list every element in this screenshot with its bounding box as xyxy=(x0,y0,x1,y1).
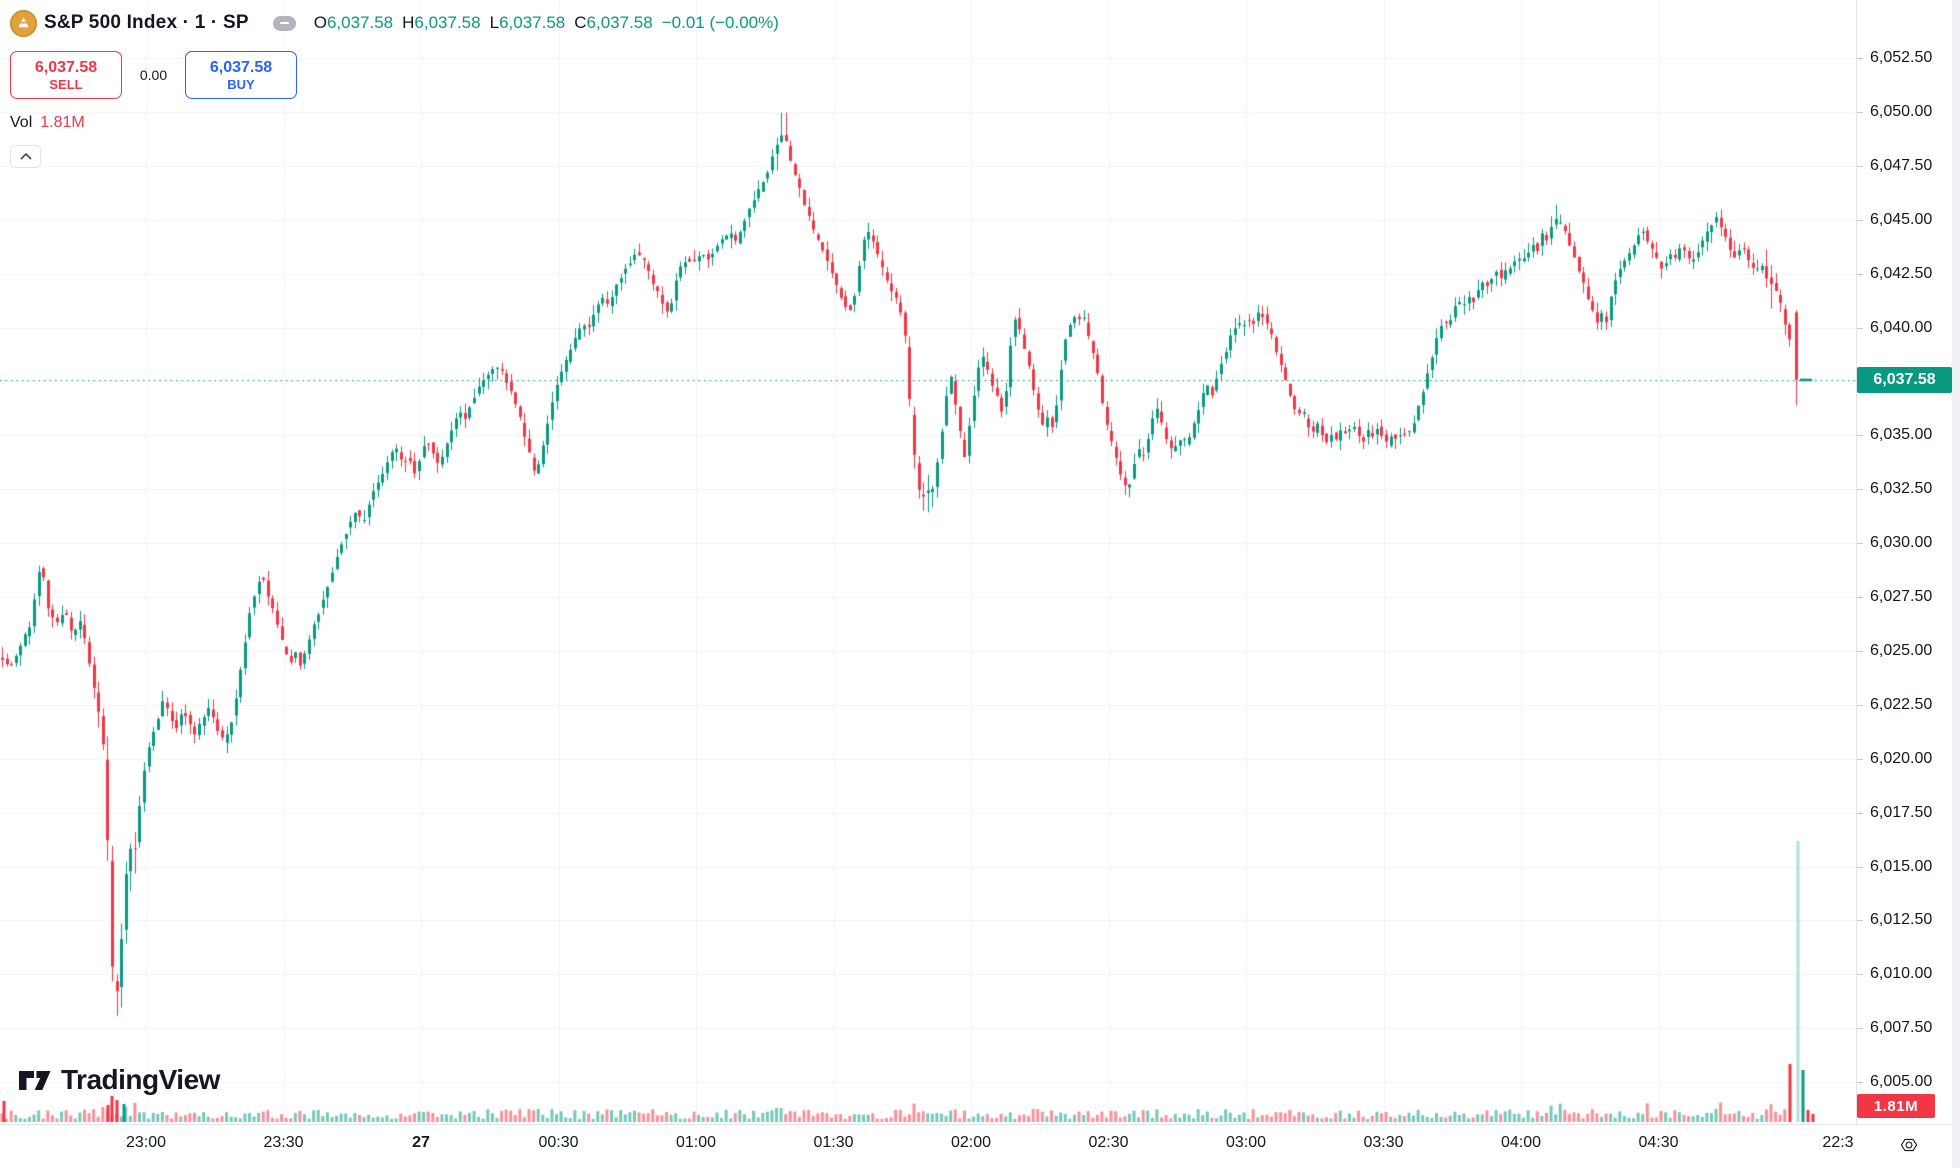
price-tick-mark xyxy=(1857,435,1863,437)
price-chart-canvas[interactable] xyxy=(0,0,1856,1124)
price-tick-mark xyxy=(1857,812,1863,814)
spread-value: 0.00 xyxy=(139,67,168,83)
price-tick-mark xyxy=(1857,111,1863,113)
price-tick-mark xyxy=(1857,489,1863,491)
price-tick-label: 6,030.00 xyxy=(1870,534,1933,552)
price-tick-label: 6,005.00 xyxy=(1870,1073,1933,1091)
collapse-legend-button[interactable] xyxy=(10,145,41,168)
price-tick-mark xyxy=(1857,219,1863,221)
volume-label: Vol xyxy=(10,114,33,131)
price-tick-label: 6,047.50 xyxy=(1870,156,1933,174)
price-tick-label: 6,015.00 xyxy=(1870,857,1933,875)
price-tick-label: 6,027.50 xyxy=(1870,588,1933,605)
price-tick-label: 6,032.50 xyxy=(1870,480,1933,498)
time-tick-label: 02:00 xyxy=(950,1134,992,1151)
price-tick-mark xyxy=(1857,1028,1863,1030)
price-tick-mark xyxy=(1857,165,1863,167)
price-tick-label: 6,050.00 xyxy=(1870,102,1933,120)
chart-legend: S&P 500 Index · 1 · SP O6,037.58 H6,037.… xyxy=(10,8,779,168)
price-tick-label: 6,017.50 xyxy=(1870,803,1933,821)
time-tick-label: 03:30 xyxy=(1363,1134,1404,1151)
price-tick-mark xyxy=(1857,1082,1863,1084)
price-tick-mark xyxy=(1857,273,1863,275)
time-tick-label: 04:00 xyxy=(1500,1134,1542,1151)
time-axis[interactable]: 23:00 23:30 27 00:30 01:00 01:30 02:00 02:30 03:… xyxy=(0,1124,1960,1168)
tradingview-logo[interactable]: TradingView xyxy=(18,1064,220,1096)
price-tick-label: 6,035.00 xyxy=(1870,426,1933,444)
price-tick-mark xyxy=(1857,650,1863,652)
price-tick-mark xyxy=(1857,58,1863,59)
price-tick-label: 6,052.50 xyxy=(1870,49,1933,66)
price-tick-label: 6,020.00 xyxy=(1870,749,1933,767)
volume-row: Vol 1.81M xyxy=(10,114,779,132)
price-tick-label: 6,007.50 xyxy=(1870,1019,1933,1037)
price-tick-mark xyxy=(1857,758,1863,760)
screener-eye-button[interactable] xyxy=(1894,1130,1924,1160)
time-tick-label: 22:3 xyxy=(1822,1134,1854,1151)
price-tick-mark xyxy=(1857,704,1863,706)
symbol-title[interactable]: S&P 500 Index · 1 · SP xyxy=(44,12,249,33)
tradingview-mark-icon xyxy=(19,1071,51,1090)
time-tick-label: 02:30 xyxy=(1088,1134,1129,1151)
volume-value: 1.81M xyxy=(40,114,85,131)
collapse-indicator-pill[interactable] xyxy=(272,15,296,31)
price-tick-mark xyxy=(1857,597,1863,598)
price-tick-label: 6,022.50 xyxy=(1870,695,1933,713)
price-tick-mark xyxy=(1857,974,1863,976)
tradingview-logo-text: TradingView xyxy=(61,1064,220,1095)
price-tick-mark xyxy=(1857,327,1863,329)
eye-icon xyxy=(1900,1138,1918,1152)
ohlc-values: O6,037.58 H6,037.58 L6,037.58 C6,037.58 … xyxy=(313,13,779,32)
price-tick-label: 6,040.00 xyxy=(1870,318,1933,336)
time-tick-label: 27 xyxy=(412,1134,430,1151)
volume-axis-label: 1.81M xyxy=(1857,1094,1935,1118)
chevron-up-icon xyxy=(19,153,32,160)
time-tick-label: 00:30 xyxy=(538,1134,579,1151)
price-tick-label: 6,012.50 xyxy=(1870,911,1933,929)
change-value: −0.01 (−0.00%) xyxy=(661,13,779,32)
symbol-logo-icon[interactable] xyxy=(10,9,37,37)
minus-icon xyxy=(279,22,289,24)
time-tick-label: 23:30 xyxy=(263,1134,304,1151)
time-tick-label: 03:00 xyxy=(1225,1134,1267,1151)
price-tick-mark xyxy=(1857,543,1863,545)
time-tick-label: 01:00 xyxy=(675,1134,717,1151)
price-tick-label: 6,042.50 xyxy=(1870,264,1933,282)
price-tick-mark xyxy=(1857,866,1863,868)
buy-button[interactable]: 6,037.58 BUY xyxy=(185,51,297,99)
time-tick-label: 01:30 xyxy=(813,1134,854,1151)
window-scrollbar[interactable] xyxy=(1952,0,1960,1168)
time-tick-label: 04:30 xyxy=(1638,1134,1679,1151)
time-tick-label: 23:00 xyxy=(125,1134,167,1151)
sell-button[interactable]: 6,037.58 SELL xyxy=(10,51,122,99)
price-tick-mark xyxy=(1857,920,1863,922)
current-price-label: 6,037.58 xyxy=(1857,366,1952,393)
price-tick-label: 6,045.00 xyxy=(1870,210,1933,228)
price-axis[interactable]: 6,052.50 6,050.00 6,047.50 6,045.00 6,042.50… xyxy=(1856,0,1953,1124)
price-tick-label: 6,010.00 xyxy=(1870,965,1933,983)
price-tick-label: 6,025.00 xyxy=(1870,641,1933,659)
pyramid-icon xyxy=(18,17,29,27)
